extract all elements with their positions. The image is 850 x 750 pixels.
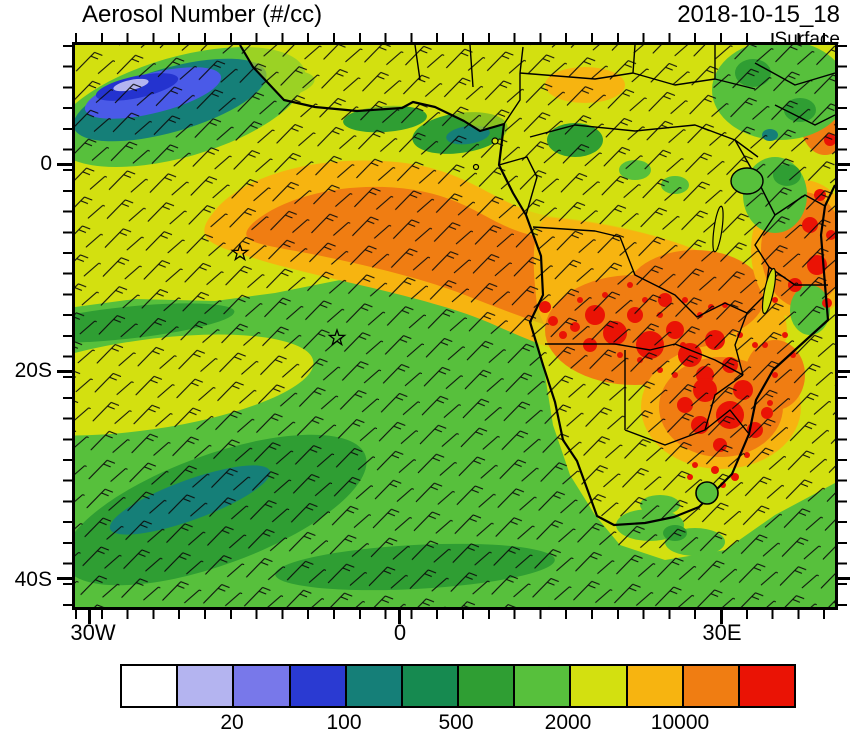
major-tick-eq-r [838,163,850,166]
colorbar-cell [402,666,460,706]
x-tick-label-30w: 30W [70,620,116,645]
colorbar-cell [739,666,795,706]
lake-victoria [730,167,764,195]
colorbar-cell [122,666,179,706]
colorbar-cell [683,666,740,706]
y-tick-label-20s: 20S [14,359,52,382]
star-markers [230,243,347,347]
colorbar-tick-label-20: 20 [220,711,244,734]
wind-barbs-overlay [75,45,835,607]
x-tick-label-30e: 30E [702,620,742,645]
lake-tanganyika [712,205,724,253]
colorbar-cell [571,666,628,706]
africa-coastline [239,45,835,527]
lake-malawi [761,267,777,315]
aerosol-field-map [75,45,835,607]
major-tick-40s [57,577,72,580]
minor-ticks-left [63,45,72,607]
colorbar-cell [515,666,572,706]
lesotho-border [695,481,719,505]
star-marker-2 [327,328,347,347]
star-marker-1 [230,243,250,262]
colorbar-cell [459,666,516,706]
colorbar-tick-label-500: 500 [438,711,474,734]
gulf-island-2 [472,163,480,171]
major-tick-20s-r [838,370,850,373]
major-tick-20s [57,370,72,373]
colorbar-cell [346,666,403,706]
minor-ticks-bottom [75,610,835,619]
minor-ticks-right [838,45,847,607]
map-frame [72,42,838,610]
major-tick-0 [398,610,401,624]
colorbar-tick-label-100: 100 [326,711,362,734]
map-outlines [239,45,835,527]
colorbar-cell [234,666,291,706]
major-tick-eq [57,163,72,166]
gulf-island [491,137,499,145]
x-tick-label-0: 0 [393,620,407,645]
colorbar-cell [627,666,684,706]
plot-datetime: 2018-10-15_18 [677,1,840,28]
y-tick-label-0: 0 [40,152,52,175]
plot-title: Aerosol Number (#/cc) [82,1,323,28]
minor-ticks-top [75,33,835,42]
major-tick-40s-r [838,577,850,580]
major-tick-30e [720,610,723,624]
y-tick-label-40s: 40S [14,568,52,591]
colorbar [120,664,796,708]
colorbar-tick-label-10000: 10000 [650,711,710,734]
major-tick-30w [88,610,91,624]
colorbar-tick-label-2000: 2000 [544,711,592,734]
colorbar-cell [290,666,347,706]
colorbar-cell [178,666,235,706]
